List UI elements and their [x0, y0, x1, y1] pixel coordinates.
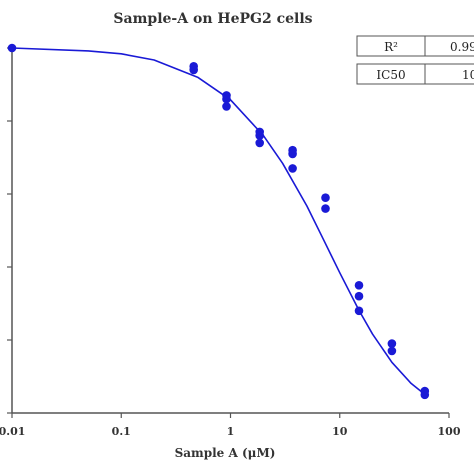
stats-row-r2-box: [356, 35, 474, 57]
data-point: [189, 65, 198, 75]
data-point: [321, 204, 330, 213]
data-point: [387, 339, 397, 348]
x-tick-label: 100: [438, 425, 461, 438]
stats-table: R² 0.99 IC50 10: [356, 35, 474, 85]
stats-ic50-value: 10: [462, 68, 474, 82]
data-point: [354, 306, 364, 316]
data-points: [7, 43, 430, 400]
data-point: [420, 390, 430, 400]
stats-ic50-label: IC50: [376, 68, 405, 82]
x-axis-label: Sample A (μM): [175, 446, 276, 460]
data-point: [288, 149, 297, 159]
data-point: [321, 193, 330, 202]
data-point: [288, 164, 297, 173]
x-axis-ticks: 0.01 0.1 1 10 100: [0, 413, 461, 438]
x-tick-label: 0.01: [0, 425, 25, 438]
fit-curve: [11, 47, 426, 396]
data-point: [222, 94, 231, 104]
stats-r2-label: R²: [384, 40, 398, 54]
fit-curve-line: [11, 47, 426, 396]
data-point: [7, 43, 17, 53]
data-point: [255, 138, 264, 148]
data-point: [354, 291, 364, 301]
data-point: [354, 281, 364, 290]
x-tick-label: 1: [227, 425, 235, 438]
stats-row-ic50-box: [356, 63, 474, 85]
data-point: [387, 346, 397, 356]
data-point: [222, 102, 231, 111]
x-tick-label: 10: [332, 425, 348, 438]
chart-title: Sample-A on HePG2 cells: [113, 11, 312, 27]
x-tick-label: 0.1: [112, 425, 131, 438]
stats-r2-value: 0.99: [450, 40, 474, 54]
data-point: [255, 131, 264, 140]
